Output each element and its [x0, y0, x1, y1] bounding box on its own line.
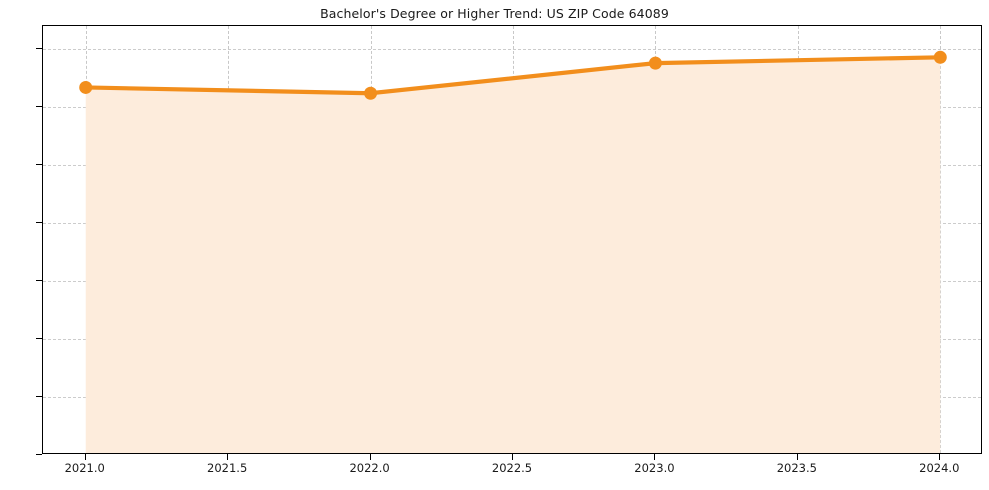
chart-title: Bachelor's Degree or Higher Trend: US ZI…: [320, 6, 669, 21]
x-tick-mark: [84, 454, 86, 460]
y-tick-mark: [36, 280, 42, 282]
x-tick-mark: [227, 454, 229, 460]
data-point-markers: [79, 50, 947, 100]
data-point-marker: [364, 86, 378, 100]
plot-area: [42, 25, 982, 454]
x-tick-mark: [654, 454, 656, 460]
line-path: [83, 55, 943, 96]
x-tick-label: 2023.0: [634, 461, 675, 475]
line-series-layer: [79, 50, 947, 453]
x-tick-mark: [939, 454, 941, 460]
y-tick-mark: [36, 338, 42, 340]
x-tick-label: 2022.0: [349, 461, 390, 475]
x-tick-label: 2023.5: [776, 461, 817, 475]
x-tick-label: 2024.0: [919, 461, 960, 475]
y-tick-mark: [36, 454, 42, 455]
data-point-marker: [79, 80, 93, 94]
y-tick-mark: [36, 396, 42, 398]
x-tick-label: 2022.5: [491, 461, 533, 475]
y-tick-mark: [36, 222, 42, 224]
y-tick-mark: [36, 164, 42, 166]
y-tick-mark: [36, 48, 42, 50]
data-point-marker: [648, 56, 662, 70]
x-tick-mark: [369, 454, 371, 460]
x-tick-label: 2021.5: [207, 461, 248, 475]
x-tick-mark: [512, 454, 513, 460]
area-fill-path: [85, 57, 941, 453]
x-tick-label: 2021.0: [64, 461, 105, 475]
x-tick-mark: [796, 454, 798, 460]
y-tick-mark: [36, 106, 42, 108]
data-point-marker: [933, 50, 947, 64]
